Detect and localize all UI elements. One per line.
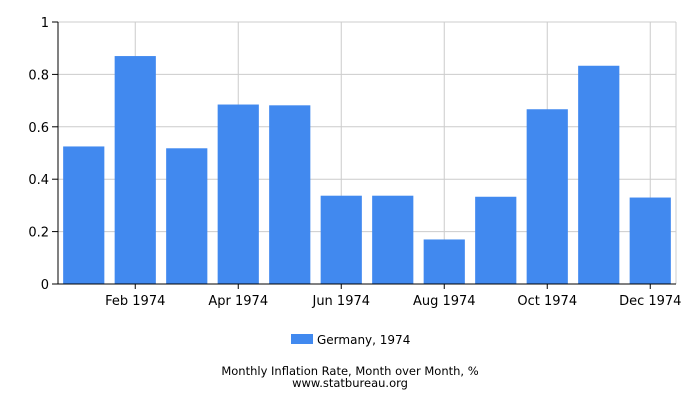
legend: Germany, 1974 bbox=[291, 333, 410, 347]
x-tick-label: Feb 1974 bbox=[105, 294, 165, 309]
axis-layer: 0 0.2 0.4 0.6 0.8 1 Feb 1974 Apr 1974 Jun 1974 Au… bbox=[28, 16, 681, 309]
bar-layer bbox=[63, 56, 671, 285]
y-tick-label: 0.8 bbox=[28, 68, 49, 83]
bar-dec-1974 bbox=[629, 197, 671, 284]
x-tick-label: Apr 1974 bbox=[208, 294, 268, 309]
x-tick-label: Aug 1974 bbox=[413, 294, 476, 309]
bar-nov-1974 bbox=[578, 65, 620, 284]
bar-jul-1974 bbox=[372, 195, 414, 284]
bar-jan-1974 bbox=[63, 146, 105, 284]
y-tick-label: 0.6 bbox=[28, 121, 49, 136]
chart-title: Monthly Inflation Rate, Month over Month… bbox=[221, 364, 478, 378]
chart-subtitle: www.statbureau.org bbox=[292, 376, 408, 390]
y-tick-label: 0.4 bbox=[28, 173, 49, 188]
x-tick-label: Jun 1974 bbox=[311, 294, 370, 309]
bar-mar-1974 bbox=[166, 148, 208, 284]
bar-apr-1974 bbox=[217, 104, 259, 284]
legend-label-germany-1974: Germany, 1974 bbox=[317, 333, 410, 347]
y-tick-label: 1 bbox=[41, 16, 49, 31]
bar-may-1974 bbox=[269, 105, 311, 284]
bar-aug-1974 bbox=[423, 239, 465, 284]
y-tick-label: 0.2 bbox=[28, 226, 49, 241]
y-tick-label: 0 bbox=[41, 278, 49, 293]
bar-feb-1974 bbox=[114, 56, 156, 285]
bar-jun-1974 bbox=[320, 195, 362, 284]
x-tick-label: Dec 1974 bbox=[619, 294, 681, 309]
x-tick-label: Oct 1974 bbox=[517, 294, 577, 309]
bar-sep-1974 bbox=[475, 196, 517, 284]
legend-swatch bbox=[291, 334, 313, 344]
bar-oct-1974 bbox=[526, 109, 568, 284]
